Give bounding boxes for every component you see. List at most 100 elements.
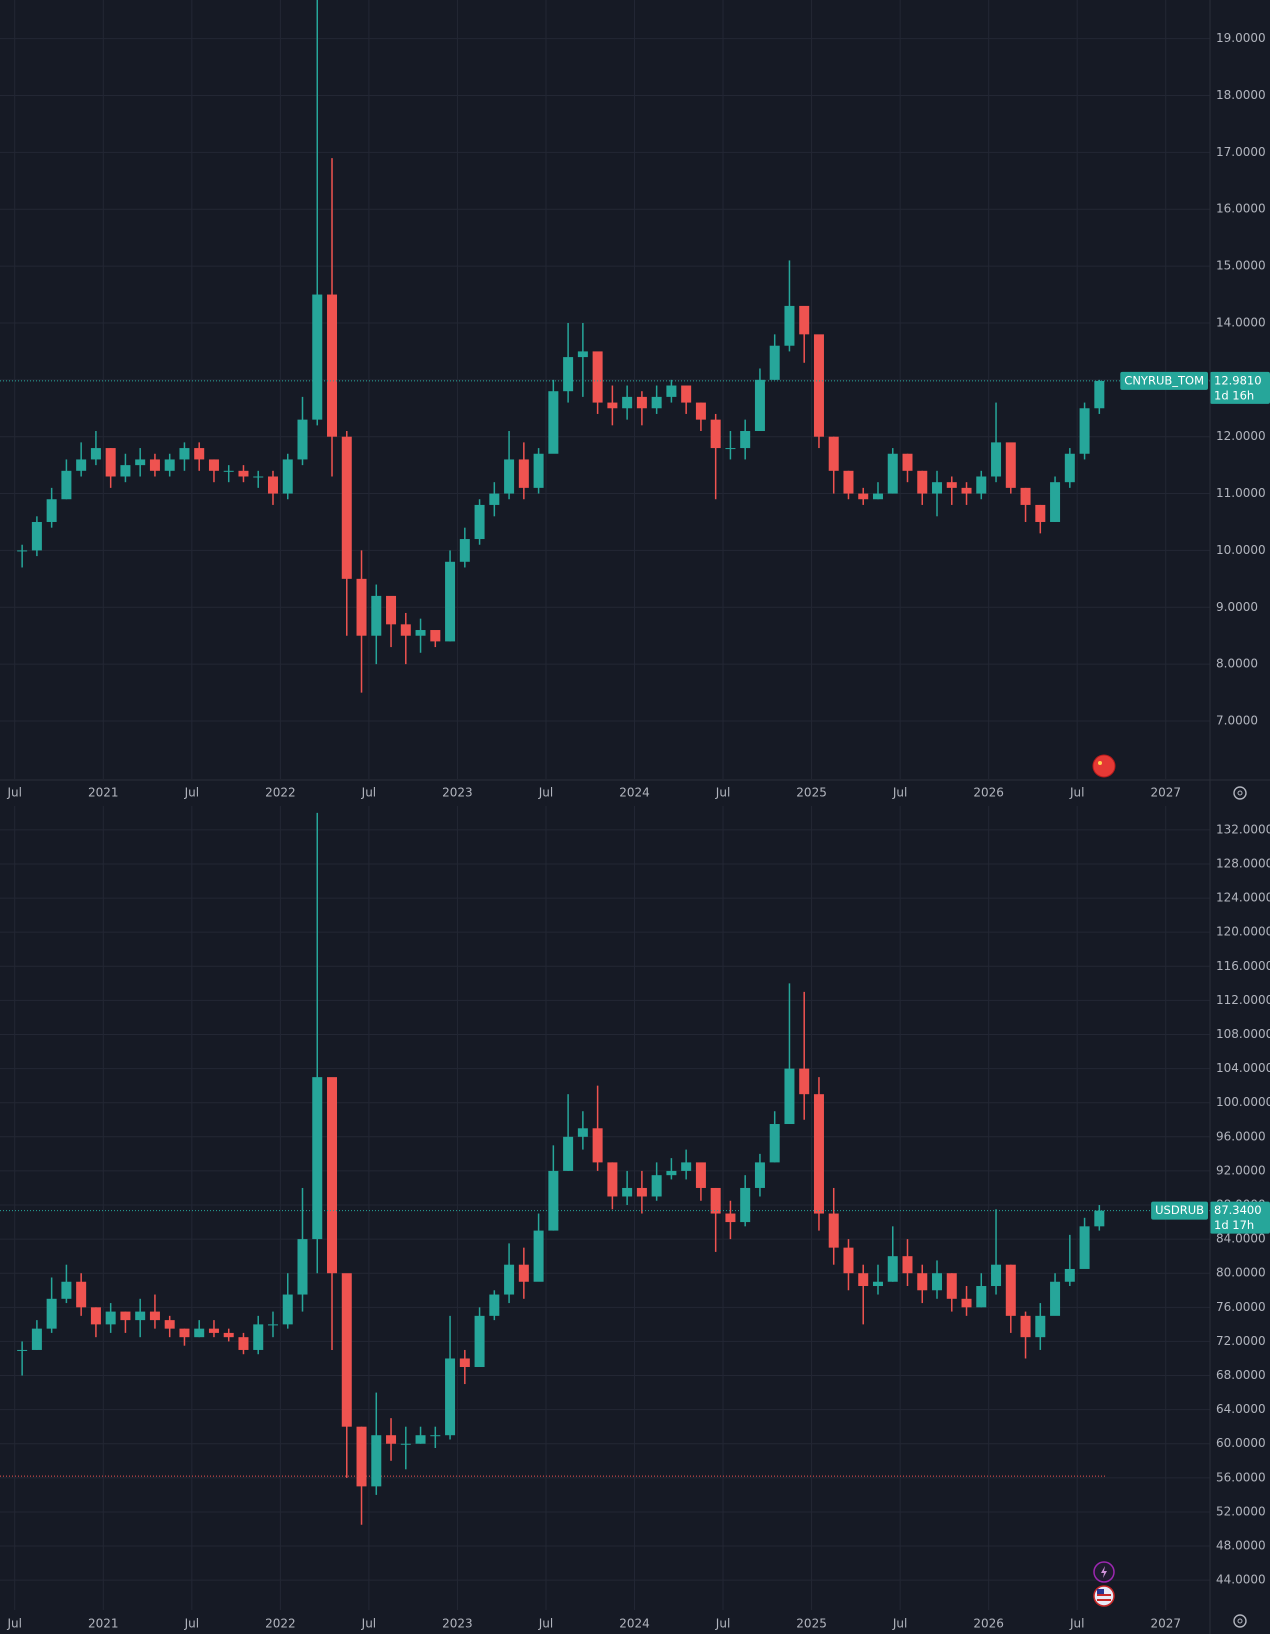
x-tick-label: 2027 [1150,786,1181,800]
y-tick-label: 56.0000 [1216,1470,1266,1484]
candle-body [784,1068,795,1125]
candle-body [872,493,883,500]
candle-body [1079,1226,1090,1269]
y-tick-label: 68.0000 [1216,1368,1266,1382]
candle-body [1035,1315,1046,1338]
candle-body [1050,482,1061,522]
candle-body [991,1264,1002,1287]
candle-body [400,624,411,636]
symbol-tag-text: USDRUB [1155,1203,1204,1217]
candle-body [474,504,485,540]
y-tick-label: 9.0000 [1216,600,1258,614]
candle-body [312,1077,323,1240]
candle-body [946,482,957,488]
y-tick-label: 44.0000 [1216,1573,1266,1587]
candle-body [312,294,323,420]
candle-body [327,1077,338,1274]
y-tick-label: 8.0000 [1216,657,1258,671]
countdown-label: 1d 17h [1214,1218,1254,1232]
candle-body [267,476,278,494]
y-tick-label: 100.0000 [1216,1095,1270,1109]
candle-body [548,391,559,454]
x-tick-label: 2025 [796,786,827,800]
candle-body [61,1281,72,1299]
candle-body [341,436,352,579]
settings-icon[interactable] [1233,1614,1247,1628]
candle-body [976,1286,987,1308]
candle-body [843,1247,854,1274]
candle-body [917,1273,928,1291]
settings-icon[interactable] [1233,786,1247,800]
y-tick-label: 48.0000 [1216,1539,1266,1553]
candle-body [474,1315,485,1368]
candle-body [932,482,943,494]
candle-body [415,630,426,636]
usdrub-pane: 44.0000 48.0000 52.0000 56.0000 60.0000 64.00… [0,806,1270,1631]
price-tag [1210,371,1270,404]
candle-body [179,448,190,460]
candle-body [1064,1268,1075,1282]
candle-body [858,493,869,500]
candle-body [46,1298,57,1329]
x-tick-label: Jul [7,1617,22,1631]
candle-body [917,470,928,494]
candle-body [651,396,662,409]
x-tick-label: Jul [184,786,199,800]
candle-body [607,402,618,409]
y-tick-label: 84.0000 [1216,1232,1266,1246]
candle-body [518,459,529,488]
candle-body [282,1294,293,1325]
y-tick-label: 11.0000 [1216,486,1266,500]
flag-icon[interactable] [1093,1585,1115,1607]
x-tick-label: Jul [892,1617,907,1631]
flag-icon[interactable] [1092,754,1116,778]
y-tick-label: 64.0000 [1216,1402,1266,1416]
candle-body [622,396,633,409]
candle-body [371,595,382,636]
x-tick-label: 2022 [265,1617,296,1631]
candle-body [430,630,441,642]
candle-body [31,1328,42,1350]
candle-body [872,1281,883,1287]
candle-body [135,1311,146,1321]
candle-body [120,1311,131,1321]
candle-body [695,1162,706,1188]
candle-body [828,436,839,471]
candle-body [681,1162,692,1171]
event-icon[interactable] [1093,1561,1115,1583]
candle-body [533,1230,544,1282]
y-tick-label: 112.0000 [1216,993,1270,1007]
candle-body [695,402,706,420]
candle-body [282,459,293,494]
x-tick-label: 2025 [796,1617,827,1631]
candle-body [17,550,28,552]
candle-body [194,1328,205,1338]
candle-body [61,470,72,500]
candle-body [548,1170,559,1231]
candle-body [1020,487,1031,505]
candle-body [710,1187,721,1214]
x-tick-label: 2026 [973,786,1004,800]
candle-body [1094,1210,1105,1227]
candle-body [533,453,544,488]
candle-body [489,1294,500,1316]
y-tick-label: 76.0000 [1216,1300,1266,1314]
x-tick-label: Jul [1069,1617,1084,1631]
x-tick-label: 2023 [442,1617,473,1631]
candle-body [1020,1315,1031,1338]
candle-body [76,1281,87,1308]
candle-body [754,379,765,432]
y-tick-label: 19.0000 [1216,31,1266,45]
y-tick-label: 18.0000 [1216,88,1266,102]
x-tick-label: Jul [7,786,22,800]
candle-body [828,1213,839,1248]
symbol-tag [1151,1201,1208,1220]
y-tick-label: 104.0000 [1216,1061,1270,1075]
y-tick-label: 15.0000 [1216,259,1266,273]
countdown-label: 1d 16h [1214,388,1254,402]
candle-body [843,470,854,494]
candle-body [813,334,824,437]
candle-body [740,431,751,449]
